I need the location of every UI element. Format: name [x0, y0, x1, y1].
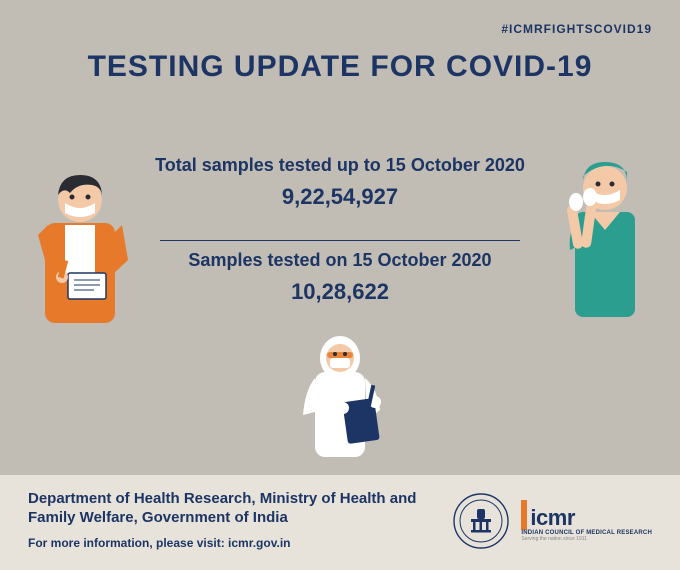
stat-total-label: Total samples tested up to 15 October 20… [140, 155, 540, 176]
icmr-logo-tagline: Serving the nation since 1911 [521, 536, 587, 542]
stat-total-block: Total samples tested up to 15 October 20… [140, 155, 540, 210]
govt-seal-icon [453, 493, 509, 549]
footer-logos: icmr INDIAN COUNCIL OF MEDICAL RESEARCH … [453, 493, 652, 549]
icmr-logo: icmr INDIAN COUNCIL OF MEDICAL RESEARCH … [521, 500, 652, 542]
stat-divider [160, 240, 520, 241]
icmr-accent-bar [521, 500, 527, 530]
footer-bar: Department of Health Research, Ministry … [0, 475, 680, 570]
department-text: Department of Health Research, Ministry … [28, 490, 448, 528]
main-title: TESTING UPDATE FOR COVID-19 [0, 50, 680, 84]
icmr-logo-text: icmr [530, 505, 574, 530]
stat-total-value: 9,22,54,927 [140, 184, 540, 210]
illustration-surgeon-teal [550, 150, 660, 320]
illustration-healthworker-orange [20, 165, 140, 325]
illustration-ppe-worker [285, 330, 395, 460]
hashtag-text: #ICMRFIGHTSCOVID19 [501, 22, 652, 36]
stat-daily-block: Samples tested on 15 October 2020 10,28,… [140, 250, 540, 305]
stat-daily-label: Samples tested on 15 October 2020 [140, 250, 540, 271]
stat-daily-value: 10,28,622 [140, 279, 540, 305]
infographic-page: #ICMRFIGHTSCOVID19 TESTING UPDATE FOR CO… [0, 0, 680, 570]
